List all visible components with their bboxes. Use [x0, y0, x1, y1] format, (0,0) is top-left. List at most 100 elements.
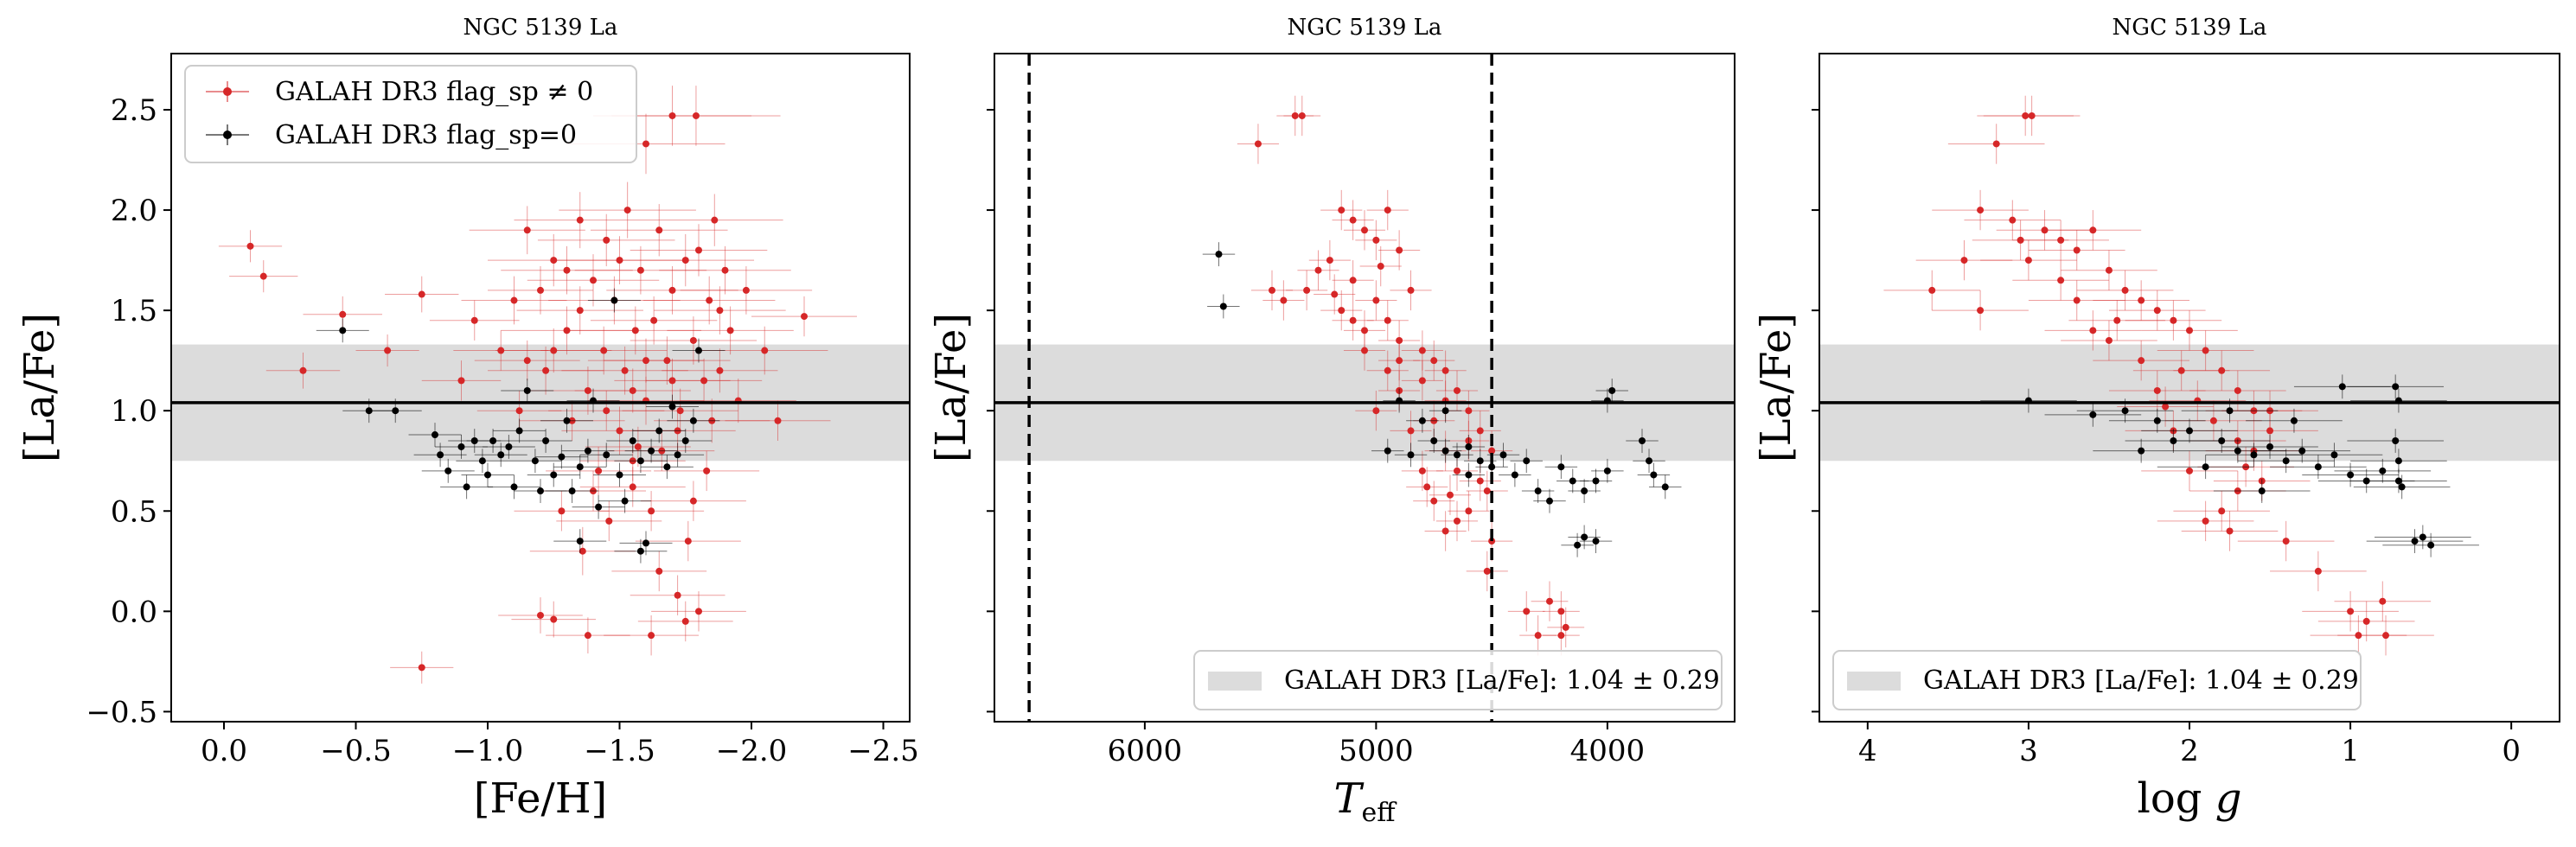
data-point	[1298, 111, 1306, 119]
data-point	[1488, 463, 1496, 471]
data-point	[2162, 403, 2170, 411]
data-point	[631, 327, 639, 334]
legend-box	[1193, 650, 1723, 710]
x-tick-label: −1.5	[584, 734, 655, 768]
data-point	[1646, 457, 1653, 465]
data-point	[634, 443, 642, 450]
data-point	[392, 407, 400, 415]
data-point	[2398, 483, 2406, 491]
data-point	[576, 216, 584, 224]
series-flag-zero	[1980, 374, 2479, 557]
data-point	[457, 377, 465, 385]
data-point	[681, 257, 689, 264]
data-point	[1446, 491, 1454, 499]
y-axis-label: [La/Fe]	[927, 313, 975, 462]
data-point	[1581, 533, 1588, 541]
legend: GALAH DR3 [La/Fe]: 1.04 ± 0.29	[1193, 650, 1723, 710]
data-point	[1269, 286, 1275, 294]
data-point	[2105, 266, 2113, 274]
data-point	[655, 226, 663, 234]
data-point	[2138, 357, 2145, 365]
data-point	[497, 347, 505, 354]
data-point	[584, 386, 591, 394]
data-point	[1523, 457, 1531, 465]
data-point	[1608, 386, 1616, 394]
data-point	[2022, 111, 2029, 119]
data-point	[1418, 377, 1426, 385]
data-point	[616, 471, 623, 479]
data-point	[726, 327, 734, 334]
data-point	[558, 453, 566, 461]
data-point	[616, 427, 623, 435]
data-point	[515, 427, 523, 435]
data-point	[742, 286, 750, 294]
data-point	[1396, 336, 1403, 344]
legend-label: GALAH DR3 flag_sp=0	[275, 120, 577, 150]
data-point	[695, 608, 702, 615]
data-point	[716, 366, 724, 374]
data-point	[610, 296, 618, 304]
data-point	[636, 457, 644, 465]
data-point	[1546, 597, 1553, 605]
x-tick-label: −2.0	[716, 734, 788, 768]
y-tick-label: 0.5	[111, 494, 157, 529]
x-tick-label: 0.0	[201, 734, 247, 768]
data-point	[2073, 246, 2081, 254]
data-point	[2362, 617, 2370, 625]
legend-box	[184, 65, 637, 163]
data-point	[1465, 471, 1473, 479]
data-point	[2138, 447, 2145, 455]
legend: GALAH DR3 [La/Fe]: 1.04 ± 0.29	[1832, 650, 2362, 710]
data-point	[523, 386, 531, 394]
data-point	[668, 111, 676, 119]
data-point	[2202, 463, 2209, 471]
legend-marker	[223, 131, 232, 139]
data-point	[2186, 427, 2193, 435]
data-point	[1546, 497, 1553, 505]
chart-title: NGC 5139 La	[463, 15, 618, 41]
data-point	[246, 242, 254, 250]
data-point	[703, 467, 711, 474]
data-point	[623, 207, 631, 214]
data-point	[648, 632, 655, 640]
data-point	[1418, 417, 1426, 424]
data-point	[2089, 327, 2097, 334]
data-point	[2170, 316, 2177, 324]
data-point	[2379, 467, 2387, 474]
data-point	[636, 547, 644, 555]
data-point	[384, 347, 392, 354]
series-flag-nonzero	[1237, 95, 1585, 656]
data-point	[339, 310, 347, 318]
data-point	[550, 257, 558, 264]
data-point	[1441, 366, 1449, 374]
data-point	[1488, 538, 1496, 545]
data-point	[1349, 216, 1357, 224]
legend-marker	[223, 87, 232, 96]
data-point	[1476, 457, 1484, 465]
data-point	[1396, 246, 1403, 254]
data-point	[1338, 207, 1346, 214]
data-point	[2314, 463, 2322, 471]
data-point	[636, 266, 644, 274]
data-point	[2138, 296, 2145, 304]
data-point	[642, 539, 649, 547]
x-label-part: eff	[1361, 798, 1397, 828]
data-point	[711, 216, 719, 224]
data-point	[2226, 407, 2234, 415]
data-point	[2250, 451, 2258, 459]
x-tick-label: 5000	[1339, 734, 1414, 768]
data-point	[1291, 111, 1299, 119]
data-point	[1454, 386, 1461, 394]
data-point	[2382, 632, 2390, 640]
data-point	[1407, 286, 1415, 294]
data-point	[695, 347, 702, 354]
data-point	[1581, 487, 1588, 495]
data-point	[1361, 226, 1368, 234]
data-point	[689, 336, 697, 344]
data-point	[418, 290, 425, 298]
data-point	[600, 347, 608, 354]
data-point	[550, 347, 558, 354]
data-point	[531, 457, 539, 465]
data-point	[1483, 567, 1491, 575]
data-point	[1407, 427, 1415, 435]
